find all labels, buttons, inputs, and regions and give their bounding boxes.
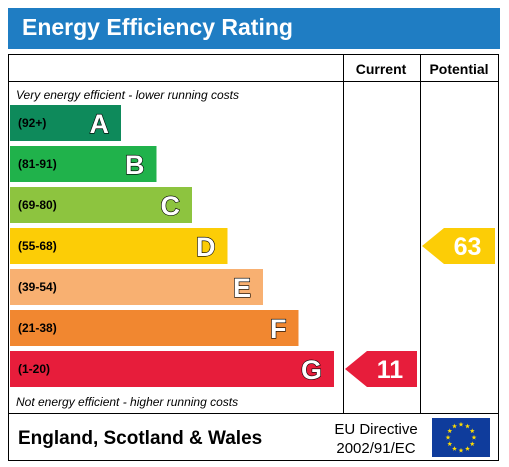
rating-markers: 11 63 [345,228,495,387]
eu-star-icon [458,421,464,427]
band-bar-a [10,105,121,141]
column-header-current: Current [356,61,407,77]
potential-rating-value: 63 [454,233,482,261]
bottom-note: Not energy efficient - higher running co… [16,395,238,409]
eu-star-icon [452,446,457,451]
band-range-f: (21-38) [18,321,57,335]
footer-region: England, Scotland & Wales [18,428,262,449]
eu-star-icon [447,428,453,434]
eu-star-icon [445,434,451,440]
band-letter-c: C [161,191,181,221]
band-range-a: (92+) [18,116,46,130]
band-bar-c [10,187,192,223]
band-range-b: (81-91) [18,157,57,171]
header-banner: Energy Efficiency Rating [8,8,500,49]
band-bar-f [10,310,299,346]
band-range-g: (1-20) [18,362,50,376]
eu-star-icon [458,447,464,453]
band-letter-a: A [90,109,110,139]
eu-star-icon [469,428,475,434]
band-letter-e: E [233,273,251,303]
eu-flag-icon [432,418,490,457]
page-title: Energy Efficiency Rating [22,14,293,40]
band-letter-b: B [125,150,145,180]
band-range-e: (39-54) [18,280,57,294]
band-bar-d [10,228,228,264]
eu-star-icon [469,441,475,447]
band-letter-f: F [270,314,287,344]
eu-star-icon [465,446,470,451]
column-header-potential: Potential [429,61,488,77]
eu-star-icon [452,423,457,429]
band-bar-g [10,351,334,387]
band-letter-d: D [196,232,216,262]
current-rating-value: 11 [377,356,404,384]
directive-line-1: EU Directive [334,421,417,438]
band-range-c: (69-80) [18,198,57,212]
footer-frame [8,413,499,461]
band-bar-b [10,146,157,182]
potential-rating-arrow [422,228,495,264]
current-rating-arrow [345,351,417,387]
directive-line-2: 2002/91/EC [336,440,415,457]
eu-star-icon [471,434,477,440]
band-letter-g: G [301,355,322,385]
band-range-d: (55-68) [18,239,57,253]
top-note: Very energy efficient - lower running co… [16,88,239,102]
rating-bands: (92+) A (81-91) B (69-80) C (55-68) D (39-54) E (2… [10,105,334,387]
eu-star-icon [465,423,470,429]
eu-star-icon [447,441,453,447]
band-bar-e [10,269,263,305]
